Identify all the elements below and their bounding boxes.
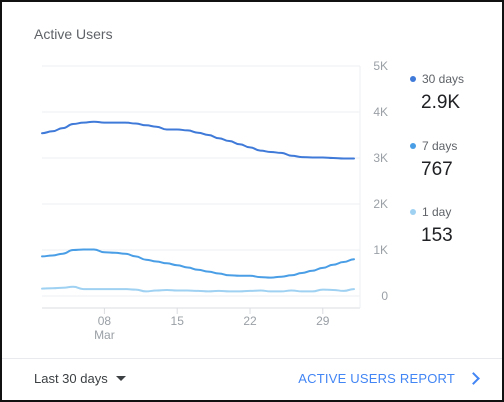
legend-30-days-dot-icon xyxy=(410,76,416,82)
x-tick-label: 08 xyxy=(98,314,112,328)
y-tick-label: 1K xyxy=(373,243,388,257)
x-tick-label: 15 xyxy=(171,314,185,328)
y-axis-ticks: 0 1K 2K 3K 4K 5K xyxy=(373,59,388,303)
legend-7-days-value: 767 xyxy=(421,159,453,180)
series-line-1-day xyxy=(41,285,355,293)
legend-1-day-dot-icon xyxy=(410,209,416,215)
y-tick-label: 3K xyxy=(373,151,388,165)
legend-item-7-days: 7 days 767 xyxy=(410,139,490,180)
y-tick-label: 2K xyxy=(373,197,388,211)
legend-item-30-days: 30 days 2.9K xyxy=(410,72,490,113)
series-line-30-days xyxy=(41,120,355,160)
legend-1-day-label: 1 day xyxy=(422,205,452,219)
y-tick-label: 0 xyxy=(381,289,388,303)
legend-7-days-label: 7 days xyxy=(422,139,458,153)
legend-7-days-dot-icon xyxy=(410,143,416,149)
legend-30-days-label: 30 days xyxy=(422,72,465,86)
report-link-label: ACTIVE USERS REPORT xyxy=(298,371,455,386)
date-range-dropdown[interactable]: Last 30 days xyxy=(34,371,126,386)
x-tick-label: 22 xyxy=(243,314,257,328)
legend-30-days-value: 2.9K xyxy=(421,92,461,113)
legend-item-1-day: 1 day 153 xyxy=(410,205,490,246)
card-footer: Last 30 days ACTIVE USERS REPORT xyxy=(2,358,502,401)
chevron-right-icon xyxy=(467,372,480,385)
series-line-7-days xyxy=(41,248,355,279)
card-title: Active Users xyxy=(34,26,113,42)
y-tick-label: 5K xyxy=(373,59,388,73)
active-users-report-link[interactable]: ACTIVE USERS REPORT xyxy=(298,371,480,386)
chart-series xyxy=(41,120,355,293)
y-tick-label: 4K xyxy=(373,105,388,119)
x-tick-month-label: Mar xyxy=(94,328,115,342)
x-tick-label: 29 xyxy=(316,314,330,328)
caret-down-icon xyxy=(115,376,126,381)
date-range-label: Last 30 days xyxy=(34,371,108,386)
legend-1-day-value: 153 xyxy=(421,225,453,246)
